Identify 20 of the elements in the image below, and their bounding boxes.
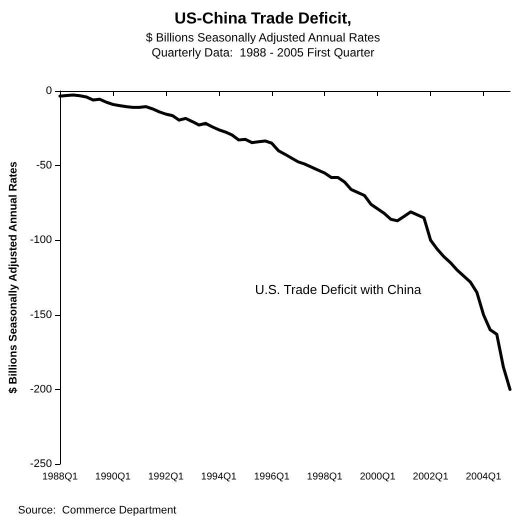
chart-title: US-China Trade Deficit,	[174, 10, 352, 28]
x-tick-label: 2004Q1	[466, 472, 502, 482]
x-tick-label: 1994Q1	[201, 472, 238, 482]
chart-subtitle: $ Billions Seasonally Adjusted Annual Rates Quarterly Data: 1988 - 2005 First Quarter	[146, 30, 380, 60]
y-tick-label: 0	[46, 85, 52, 97]
x-tick-label: 1992Q1	[148, 472, 184, 482]
x-tick-label: 2002Q1	[412, 472, 449, 482]
x-tick-label: 1988Q1	[42, 472, 78, 482]
x-tick-label: 1998Q1	[306, 472, 343, 482]
y-tick-label: -150	[30, 308, 52, 321]
x-tick-label: 1996Q1	[254, 472, 290, 482]
text: U.S. Trade Deficit with China	[255, 282, 422, 297]
source-note: Source: Commerce Department	[18, 504, 176, 516]
x-tick-label: 1990Q1	[95, 472, 132, 482]
y-tick-label: -50	[36, 160, 52, 172]
y-tick-label: -200	[30, 383, 52, 396]
y-tick-label: -100	[30, 234, 52, 246]
y-axis-title: $ Billions Seasonally Adjusted Annual Rates	[8, 161, 20, 394]
x-tick-label: 2000Q1	[360, 472, 396, 482]
y-tick-label: -250	[30, 458, 52, 470]
